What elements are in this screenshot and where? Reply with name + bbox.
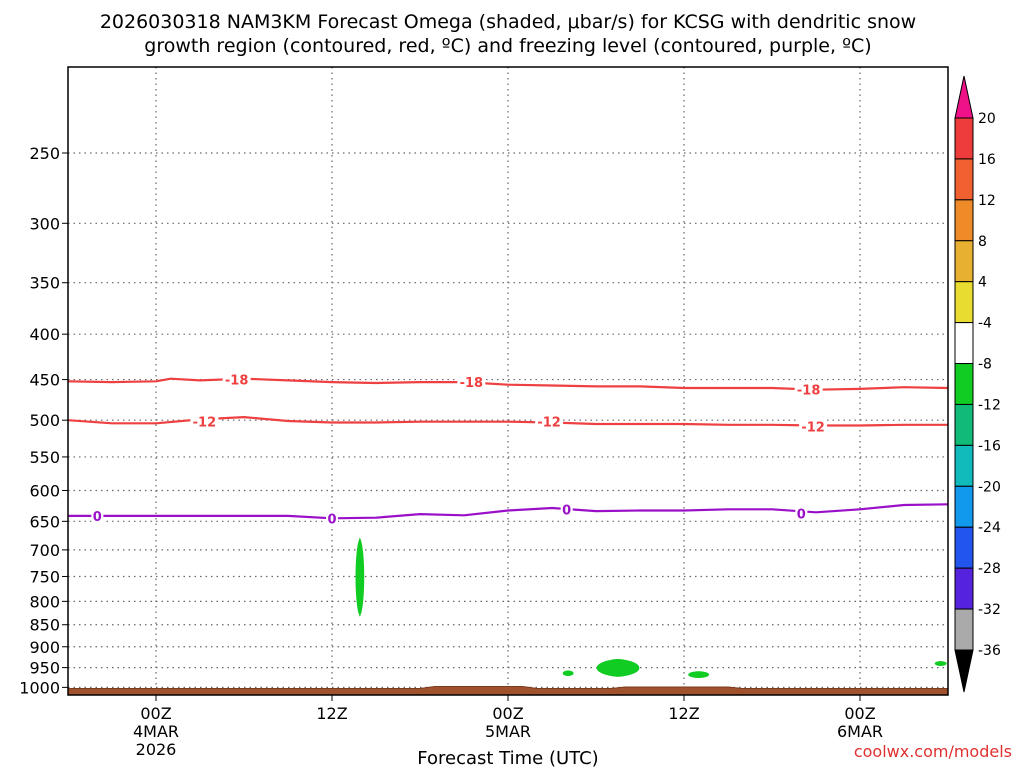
colorbar-label-13: -36 <box>978 643 1001 659</box>
contour-label-bg-dgz-12-2 <box>799 418 828 434</box>
colorbar-label-6: -8 <box>978 357 992 373</box>
y-tick-label-950: 950 <box>29 659 60 678</box>
colorbar-label-2: 12 <box>978 193 996 209</box>
omega-ascent-sfc-1 <box>562 670 574 677</box>
contour-label-dgz-18-2: -18 <box>797 384 821 399</box>
y-axis: 250 300 350 400 450 500 550 600 650 700 750 800 850 9… <box>19 144 68 697</box>
contour-label-freezing-0-2: 0 <box>562 503 571 518</box>
colorbar-label-3: 8 <box>978 234 987 250</box>
contour-label-bg-dgz-18-2 <box>794 381 823 397</box>
contour-label-bg-freezing-0-2 <box>560 501 573 517</box>
y-tick-label-500: 500 <box>29 411 60 430</box>
colorbar-label-1: 16 <box>978 152 996 168</box>
colorbar-label-4: 4 <box>978 275 987 291</box>
colorbar-bin-7 <box>954 403 974 446</box>
terrain-layer <box>67 686 949 696</box>
colorbar-bin-4 <box>954 281 974 324</box>
colorbar-label-10: -24 <box>978 520 1001 536</box>
contour-label-bg-freezing-0-1 <box>326 510 338 526</box>
colorbar-bin-13 <box>954 608 974 651</box>
contour-label-bg-dgz-12-0 <box>190 413 219 429</box>
omega-ascent-column <box>355 537 365 617</box>
y-tick-label-800: 800 <box>29 592 60 611</box>
x-tick-label-3: 12Z <box>668 704 699 723</box>
colorbar-bin-5 <box>954 322 974 365</box>
chart-title-line1: 2026030318 NAM3KM Forecast Omega (shaded… <box>100 11 916 33</box>
colorbar-bottom-arrow <box>954 649 974 693</box>
y-tick-label-1000: 1000 <box>19 678 60 697</box>
omega-layer <box>355 537 947 679</box>
colorbar-label-8: -16 <box>978 438 1001 454</box>
colorbar-bin-0 <box>954 117 974 160</box>
contour-label-bg-dgz-18-1 <box>457 374 486 390</box>
contour-label-dgz-12-0: -12 <box>193 416 217 431</box>
contour-freezing-0 <box>68 503 949 520</box>
y-tick-label-300: 300 <box>29 214 60 233</box>
contour-label-dgz-18-0: -18 <box>225 374 249 389</box>
colorbar-bin-2 <box>954 199 974 242</box>
y-tick-label-400: 400 <box>29 325 60 344</box>
contour-label-bg-freezing-0-0 <box>91 507 104 523</box>
colorbar-bin-9 <box>954 485 974 528</box>
x-tick-date-0: 4MAR <box>133 722 179 741</box>
x-tick-year-0: 2026 <box>136 740 177 759</box>
contour-label-bg-dgz-18-0 <box>222 371 251 387</box>
colorbar-bin-3 <box>954 240 974 283</box>
y-tick-label-600: 600 <box>29 481 60 500</box>
y-tick-label-450: 450 <box>29 371 60 390</box>
colorbar-label-9: -20 <box>978 479 1001 495</box>
contour-label-bg-freezing-0-3 <box>795 505 808 521</box>
y-tick-label-700: 700 <box>29 541 60 560</box>
omega-ascent-sfc-4 <box>934 660 947 667</box>
contour-label-bg-dgz-12-1 <box>535 413 564 429</box>
colorbar-label-0: 20 <box>978 111 996 127</box>
contour-label-freezing-0-0: 0 <box>93 510 102 525</box>
x-tick-date-4: 6MAR <box>837 722 883 741</box>
y-tick-label-550: 550 <box>29 448 60 467</box>
surface-pressure <box>67 686 949 696</box>
contour-label-dgz-18-1: -18 <box>460 376 484 391</box>
y-tick-label-250: 250 <box>29 144 60 163</box>
omega-ascent-sfc-3 <box>688 671 710 679</box>
y-tick-label-850: 850 <box>29 616 60 635</box>
contour-label-freezing-0-3: 0 <box>797 508 806 523</box>
contour-dgz-18 <box>67 377 949 391</box>
colorbar-label-11: -28 <box>978 561 1001 577</box>
colorbar-bin-11 <box>954 567 974 610</box>
x-tick-label-1: 12Z <box>316 704 347 723</box>
contour-label-dgz-12-2: -12 <box>801 420 825 435</box>
colorbar: 20 16 12 8 4 -4 -8 -12 -16 -20 -24 -28 -32 -36 <box>954 75 1001 693</box>
colorbar-label-5: -4 <box>978 316 992 332</box>
y-tick-label-900: 900 <box>29 638 60 657</box>
colorbar-top-arrow <box>954 75 974 119</box>
chart-title-line2: growth region (contoured, red, ºC) and f… <box>144 35 871 57</box>
x-tick-label-2: 00Z <box>492 704 523 723</box>
contour-label-freezing-0-1: 0 <box>327 512 336 527</box>
colorbar-label-12: -32 <box>978 602 1001 618</box>
x-tick-date-2: 5MAR <box>485 722 531 741</box>
x-tick-label-4: 00Z <box>844 704 875 723</box>
colorbar-bin-8 <box>954 444 974 487</box>
omega-ascent-sfc-2 <box>596 658 640 677</box>
colorbar-bin-6 <box>954 363 974 405</box>
colorbar-bin-1 <box>954 158 974 201</box>
y-tick-label-650: 650 <box>29 512 60 531</box>
contour-layer: -18 -18 -18 -12 -12 -12 0 0 0 0 <box>67 371 949 527</box>
contour-label-dgz-12-1: -12 <box>537 416 561 431</box>
y-tick-label-750: 750 <box>29 567 60 586</box>
x-tick-label-0: 00Z <box>140 704 171 723</box>
colorbar-label-7: -12 <box>978 397 1001 413</box>
y-tick-label-350: 350 <box>29 274 60 293</box>
x-axis-label: Forecast Time (UTC) <box>417 748 598 768</box>
colorbar-bin-10 <box>954 526 974 569</box>
credit-text: coolwx.com/models <box>854 742 1012 761</box>
